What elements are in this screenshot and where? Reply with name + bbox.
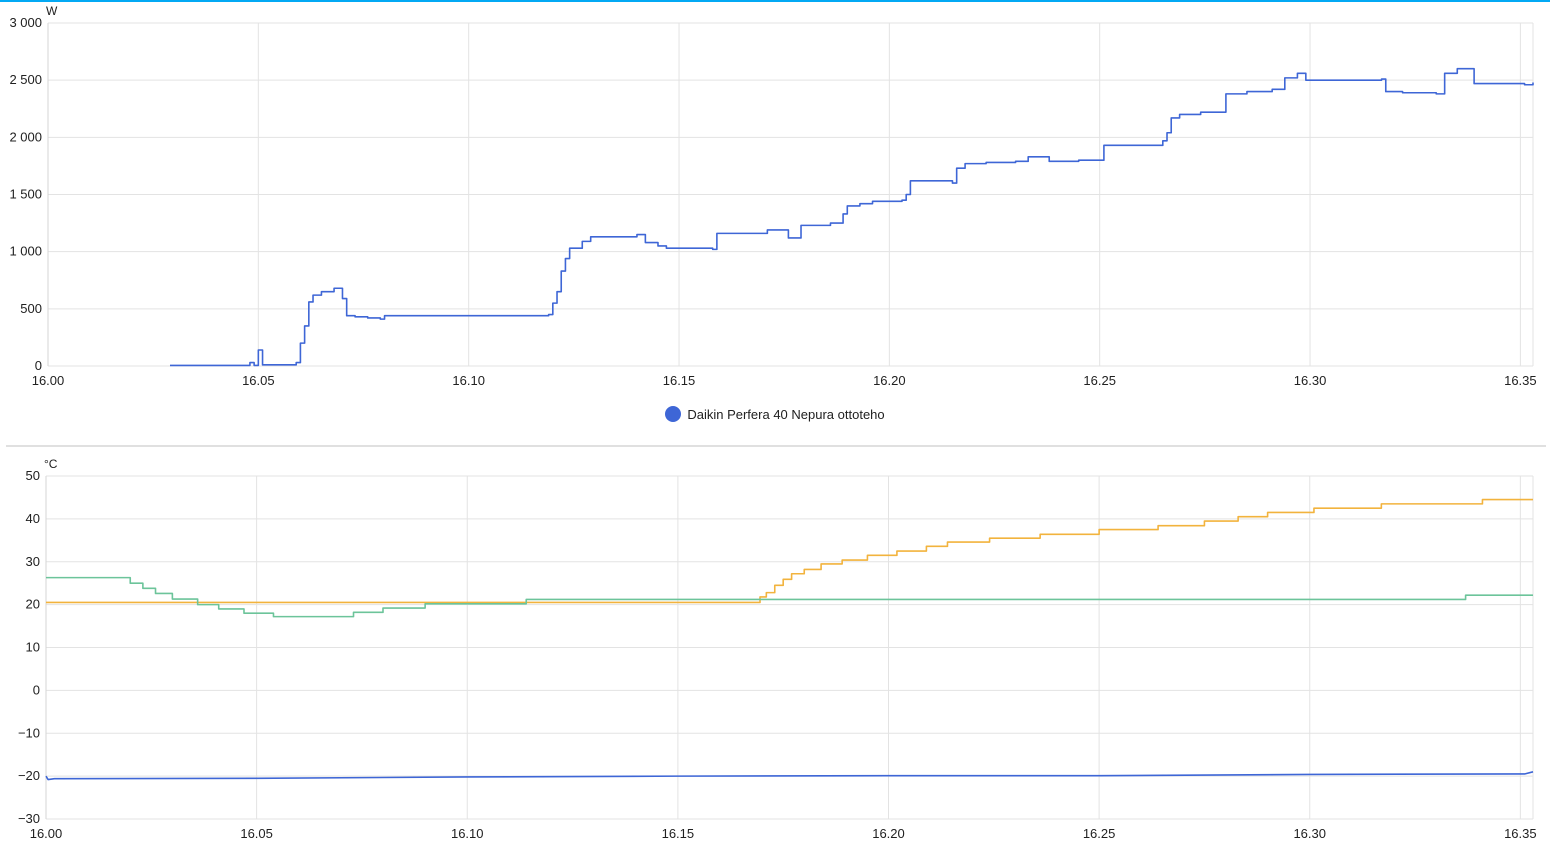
y-tick-label: 40 bbox=[26, 511, 40, 526]
y-tick-label: 30 bbox=[26, 554, 40, 569]
y-tick-label: −10 bbox=[18, 725, 40, 740]
series-line-2 bbox=[45, 771, 1534, 781]
series-line-0 bbox=[169, 67, 1534, 367]
temperature-chart-card: °C −30 −20 −10 0 10 20 30 40 50 16.00 16.05 16.10 16.… bbox=[0, 447, 1550, 844]
legend-label: Daikin Perfera 40 Nepura ottoteho bbox=[687, 406, 885, 422]
x-tick-label: 16.15 bbox=[662, 826, 695, 841]
x-tick-label: 16.30 bbox=[1294, 373, 1327, 388]
x-tick-label: 16.20 bbox=[873, 373, 906, 388]
y-axis-unit-label: °C bbox=[44, 457, 58, 471]
top-accent-bar bbox=[0, 0, 1550, 2]
y-tick-label: 20 bbox=[26, 597, 40, 612]
x-tick-label: 16.25 bbox=[1083, 373, 1116, 388]
x-tick-label: 16.00 bbox=[30, 826, 63, 841]
x-tick-label: 16.10 bbox=[451, 826, 484, 841]
x-tick-label: 16.35 bbox=[1504, 826, 1537, 841]
power-chart: W 0 500 1 000 1 500 2 000 2 500 3 000 16.00 16.05… bbox=[9, 4, 1537, 388]
x-tick-label: 16.20 bbox=[872, 826, 905, 841]
grid-lines bbox=[45, 475, 1534, 820]
x-tick-label: 16.25 bbox=[1083, 826, 1116, 841]
x-tick-label: 16.10 bbox=[452, 373, 485, 388]
temperature-chart: °C −30 −20 −10 0 10 20 30 40 50 16.00 16.05 16.10 16.… bbox=[18, 457, 1537, 841]
x-tick-label: 16.00 bbox=[32, 373, 65, 388]
y-tick-label: 50 bbox=[26, 468, 40, 483]
series-line-0 bbox=[46, 498, 1533, 604]
y-tick-label: 1 500 bbox=[9, 187, 42, 202]
y-tick-label: −30 bbox=[18, 811, 40, 826]
y-tick-label: 1 000 bbox=[9, 244, 42, 259]
legend-marker bbox=[665, 406, 682, 422]
power-chart-card: W 0 500 1 000 1 500 2 000 2 500 3 000 16.00 16.05… bbox=[0, 2, 1550, 445]
grid-lines bbox=[47, 22, 1534, 367]
y-tick-label: 10 bbox=[26, 640, 40, 655]
y-tick-label: −20 bbox=[18, 768, 40, 783]
y-tick-label: 0 bbox=[35, 358, 42, 373]
x-tick-label: 16.30 bbox=[1293, 826, 1326, 841]
cards-divider bbox=[6, 445, 1546, 447]
x-tick-label: 16.35 bbox=[1504, 373, 1537, 388]
y-tick-label: 0 bbox=[33, 682, 40, 697]
y-tick-label: 2 000 bbox=[9, 129, 42, 144]
y-axis-unit-label: W bbox=[46, 4, 58, 18]
y-tick-label: 500 bbox=[20, 301, 42, 316]
x-tick-label: 16.05 bbox=[240, 826, 273, 841]
y-tick-label: 2 500 bbox=[9, 72, 42, 87]
x-tick-label: 16.05 bbox=[242, 373, 275, 388]
legend-item-ottoteho[interactable]: Daikin Perfera 40 Nepura ottoteho bbox=[665, 406, 885, 422]
x-tick-label: 16.15 bbox=[663, 373, 696, 388]
power-legend: Daikin Perfera 40 Nepura ottoteho bbox=[0, 406, 1550, 422]
y-tick-label: 3 000 bbox=[9, 15, 42, 30]
series-line-1 bbox=[46, 576, 1533, 618]
